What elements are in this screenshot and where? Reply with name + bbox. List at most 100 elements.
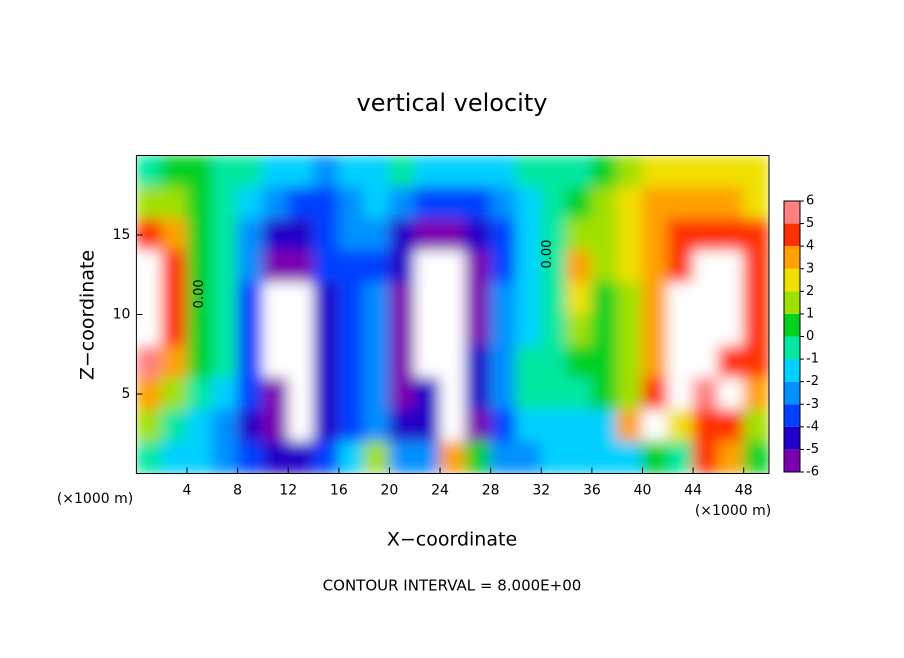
cell <box>338 377 365 411</box>
cell <box>616 282 643 315</box>
cell <box>692 377 719 411</box>
cell <box>540 377 568 411</box>
chart-title: vertical velocity <box>357 89 548 117</box>
cell <box>439 156 466 188</box>
cell <box>262 314 289 347</box>
cell <box>641 314 669 347</box>
cell <box>591 441 618 474</box>
x-tick-label: 40 <box>634 483 652 499</box>
cell <box>464 314 492 347</box>
cell <box>717 186 745 220</box>
cell <box>667 186 694 220</box>
cell <box>717 314 745 347</box>
cell <box>515 156 542 188</box>
colorbar-segment <box>784 223 800 247</box>
cell <box>161 441 188 474</box>
cell <box>667 250 694 284</box>
cell <box>717 282 745 315</box>
cell <box>464 441 492 474</box>
cell <box>287 250 315 284</box>
cell <box>388 345 416 379</box>
cell <box>186 282 213 315</box>
colorbar-label: -2 <box>806 374 819 389</box>
cell <box>287 377 315 411</box>
x-tick-label: 12 <box>279 483 297 499</box>
cell <box>439 250 466 284</box>
cell <box>186 218 213 252</box>
colorbar-label: -6 <box>806 465 819 480</box>
cell <box>363 441 390 474</box>
cell <box>388 377 416 411</box>
cell <box>464 409 492 443</box>
cell <box>363 314 390 347</box>
cell <box>540 314 568 347</box>
cell <box>540 441 568 474</box>
overlay: 4 8 12 16 20 24 28 32 36 40 44 48510150.000.00-6-5-… <box>113 155 819 499</box>
cell <box>439 377 466 411</box>
colorbar-segment <box>784 201 800 224</box>
cell <box>667 218 694 252</box>
cell <box>161 250 188 284</box>
cell <box>136 282 163 315</box>
cell <box>464 345 492 379</box>
cell <box>338 250 365 284</box>
cell <box>211 314 239 347</box>
cell <box>591 218 618 252</box>
cell <box>490 282 517 315</box>
cell <box>237 156 264 188</box>
cell <box>161 409 188 443</box>
x-tick-label: 44 <box>684 483 702 499</box>
cell <box>186 314 213 347</box>
cell <box>616 409 643 443</box>
cell <box>641 409 669 443</box>
cell <box>161 377 188 411</box>
cell <box>136 409 163 443</box>
colorbar-label: -4 <box>806 419 819 434</box>
cell <box>464 156 492 188</box>
x-tick-label: 4 <box>183 483 192 499</box>
cell <box>211 282 239 315</box>
cell <box>566 186 593 220</box>
cell <box>287 441 315 474</box>
cell <box>490 441 517 474</box>
cell <box>186 441 213 474</box>
cell <box>388 314 416 347</box>
cell <box>262 409 289 443</box>
cell <box>515 282 542 315</box>
cell <box>540 186 568 220</box>
cell <box>414 186 441 220</box>
cell <box>667 441 694 474</box>
cell <box>566 345 593 379</box>
x-tick-label: 16 <box>330 483 348 499</box>
cell <box>363 250 390 284</box>
cell <box>540 282 568 315</box>
cell <box>566 441 593 474</box>
cell <box>667 314 694 347</box>
cell <box>237 218 264 252</box>
x-tick-label: 32 <box>532 483 550 499</box>
cell <box>388 282 416 315</box>
cell <box>692 409 719 443</box>
cell <box>464 377 492 411</box>
cell <box>717 441 745 474</box>
cell <box>515 409 542 443</box>
cell <box>237 345 264 379</box>
cell <box>136 250 163 284</box>
cell <box>313 282 340 315</box>
cell <box>313 250 340 284</box>
cell <box>161 282 188 315</box>
cell <box>743 314 769 347</box>
cell <box>490 345 517 379</box>
cell <box>616 186 643 220</box>
field <box>136 156 769 474</box>
x-tick-label: 24 <box>431 483 449 499</box>
cell <box>136 441 163 474</box>
cell <box>692 441 719 474</box>
cell <box>717 218 745 252</box>
cell <box>743 377 769 411</box>
cell <box>313 314 340 347</box>
colorbar-label: -3 <box>806 397 819 412</box>
cell <box>490 377 517 411</box>
cell <box>591 156 618 188</box>
cell <box>566 156 593 188</box>
